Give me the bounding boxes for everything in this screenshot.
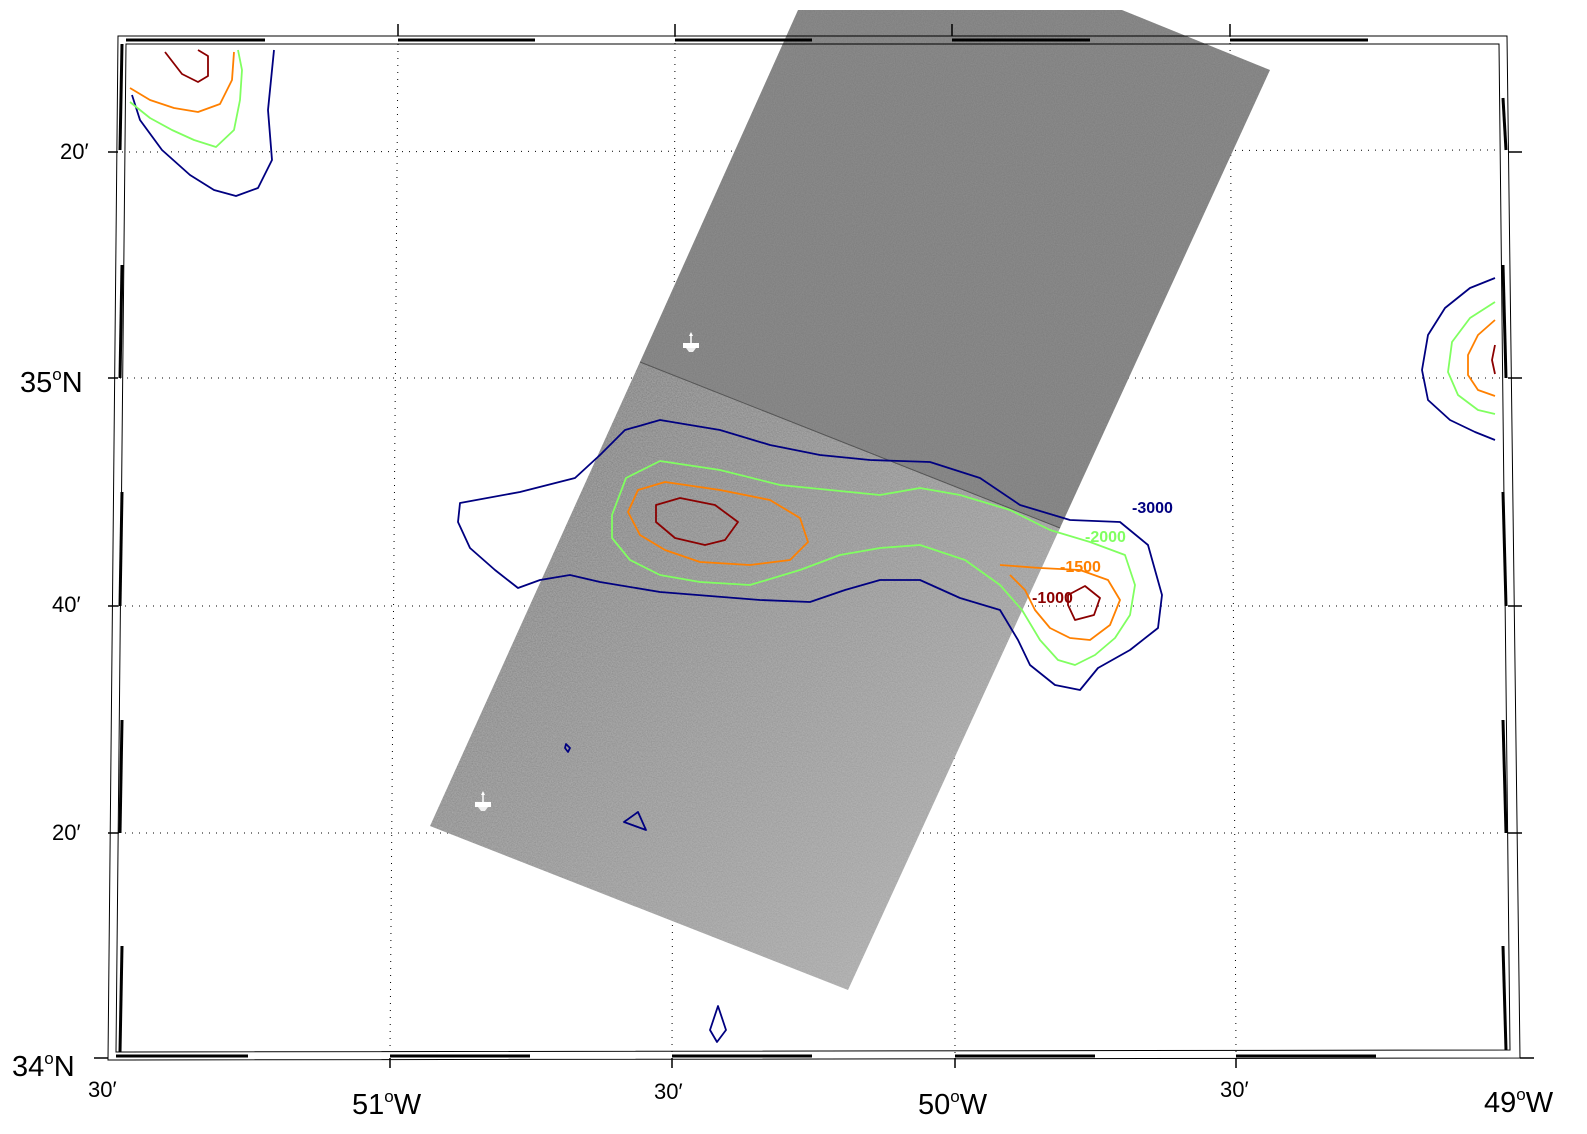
contour-label-3000: -3000 bbox=[1132, 500, 1173, 517]
contour-2000 bbox=[611, 460, 1136, 666]
lat-label-34n: 34oN bbox=[12, 1049, 75, 1083]
contour-3000 bbox=[131, 49, 275, 197]
contour-label-2000: -2000 bbox=[1085, 529, 1126, 546]
sar-swath-upper bbox=[640, 10, 1270, 528]
contour-3000 bbox=[709, 1005, 727, 1043]
ship-icon bbox=[683, 332, 699, 352]
contour-1000 bbox=[1491, 344, 1496, 375]
frame-segment bbox=[118, 43, 124, 151]
contour-1000 bbox=[164, 49, 209, 83]
lon-label-50w: 50oW bbox=[918, 1087, 988, 1121]
lat-label-20-min: 20′ bbox=[60, 139, 89, 164]
lon-label-49w: 49oW bbox=[1484, 1085, 1554, 1119]
frame-ticks bbox=[94, 24, 1534, 1068]
ship-icon bbox=[475, 791, 491, 811]
sar-swath-lower bbox=[430, 362, 1060, 990]
contour-3000 bbox=[564, 743, 571, 753]
lat-label-35n: 35oN bbox=[20, 365, 83, 399]
contour-3000 bbox=[623, 811, 647, 831]
lon-label-30-min: 30′ bbox=[654, 1079, 683, 1104]
contour-1500 bbox=[129, 51, 235, 113]
contour-1500 bbox=[1467, 319, 1496, 397]
frame-segment bbox=[118, 945, 124, 1053]
lat-label-40-min: 40′ bbox=[52, 592, 81, 617]
frame-checker-segments bbox=[116, 38, 1508, 1058]
frame-segment bbox=[118, 719, 124, 834]
latitude-labels: 34oN 20′ 40′ 35oN 20′ bbox=[12, 139, 89, 1083]
contour-3000 bbox=[1421, 277, 1496, 441]
contour-3000 bbox=[457, 419, 1163, 691]
contour-1500 bbox=[627, 481, 1121, 641]
frame-segment bbox=[118, 491, 124, 607]
contour-2000 bbox=[1447, 301, 1496, 415]
contour-label-1500: -1500 bbox=[1060, 559, 1101, 576]
frame-segment bbox=[1501, 97, 1508, 151]
lon-label-51w: 51oW bbox=[352, 1087, 422, 1121]
frame-segment bbox=[1501, 491, 1508, 607]
frame-segment bbox=[1501, 945, 1508, 1051]
sar-image-overlay bbox=[430, 10, 1270, 990]
longitude-labels: 30′ 51oW 30′ 50oW 30′ 49oW bbox=[88, 1077, 1554, 1121]
frame-segment bbox=[118, 264, 124, 379]
lat-label-20-min: 20′ bbox=[52, 820, 81, 845]
bathymetry-contours bbox=[129, 49, 1496, 1043]
lon-label-30-min: 30′ bbox=[1220, 1077, 1249, 1102]
contour-labels: -3000 -2000 -1500 -1000 bbox=[1032, 500, 1173, 607]
contour-label-1000: -1000 bbox=[1032, 590, 1073, 607]
frame-segment bbox=[1501, 264, 1508, 379]
contour-2000 bbox=[129, 49, 243, 148]
graticule-lines bbox=[118, 29, 1501, 1055]
contour-1000 bbox=[655, 497, 1101, 621]
lon-label-30-min: 30′ bbox=[88, 1077, 117, 1102]
frame-segment bbox=[1501, 719, 1508, 834]
